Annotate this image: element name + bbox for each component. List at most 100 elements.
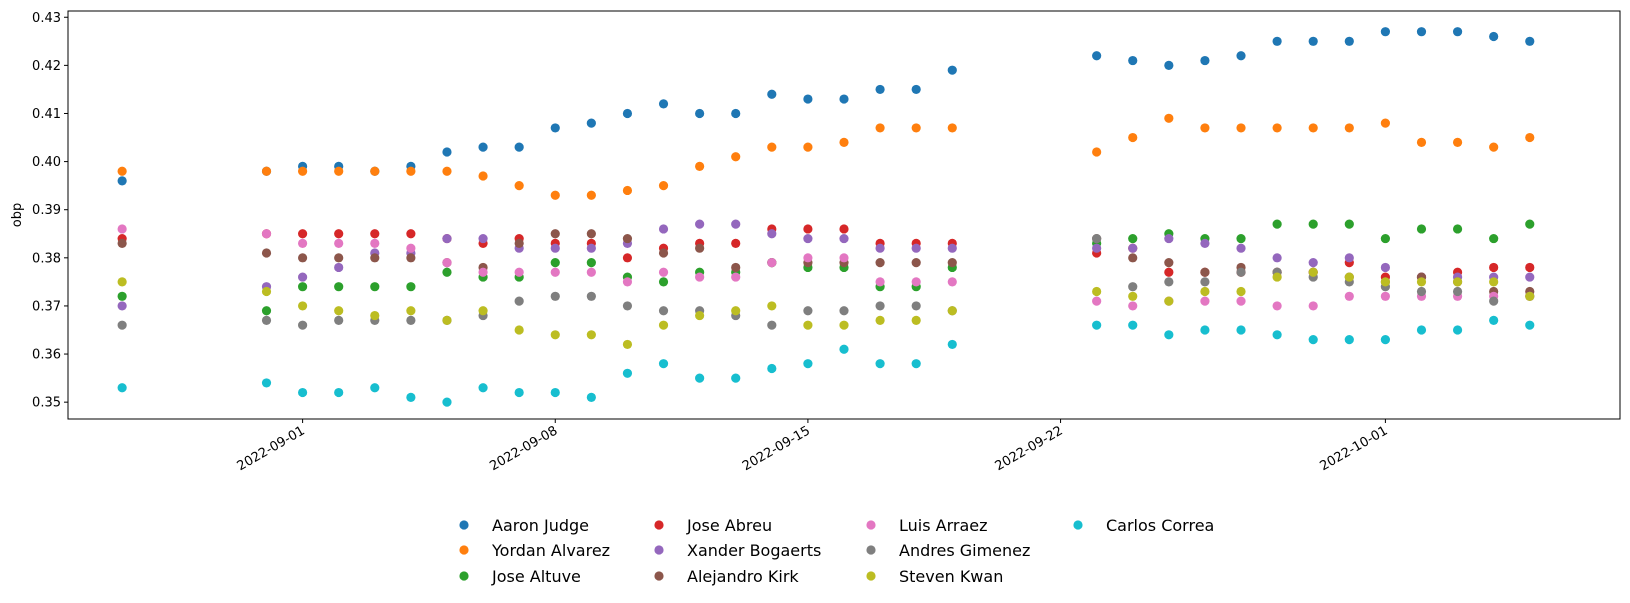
data-point [1128, 55, 1138, 66]
data-point [911, 243, 921, 253]
data-point [1128, 282, 1138, 292]
data-point [803, 142, 813, 152]
data-point [550, 229, 560, 239]
data-point [1128, 243, 1138, 253]
data-point [1452, 325, 1463, 335]
plot-frame [67, 10, 1621, 420]
data-point [442, 166, 452, 176]
data-point [1164, 60, 1174, 70]
data-point [911, 258, 921, 268]
data-point [839, 94, 849, 104]
data-point [334, 262, 344, 273]
x-tick-label: 2022-10-01 [1317, 423, 1390, 474]
data-point [803, 94, 813, 104]
data-point [442, 315, 452, 325]
data-point [370, 310, 380, 321]
data-point [406, 243, 416, 253]
data-point [442, 267, 452, 277]
data-point [1128, 301, 1138, 311]
data-point [1489, 315, 1499, 325]
data-point [622, 277, 633, 287]
data-points [117, 27, 1535, 407]
y-tick-label: 0.39 [32, 203, 61, 218]
data-point [911, 315, 921, 325]
data-point [658, 99, 669, 109]
data-point [1236, 267, 1246, 277]
data-point [1128, 233, 1138, 244]
data-point [658, 224, 669, 234]
data-point [550, 190, 560, 200]
data-point [1452, 137, 1463, 147]
data-point [1164, 113, 1174, 123]
data-point [1380, 233, 1390, 244]
data-point [550, 267, 560, 277]
data-point [947, 123, 957, 133]
data-point [731, 262, 741, 273]
data-point [1489, 142, 1499, 152]
data-point [514, 387, 524, 398]
data-point [622, 368, 633, 378]
data-point [695, 161, 705, 172]
data-point [1344, 335, 1354, 345]
legend-item: Alejandro Kirk [654, 567, 799, 586]
legend-label: Luis Arraez [899, 516, 988, 535]
data-point [1164, 296, 1174, 306]
data-point [1489, 296, 1499, 306]
data-point [622, 108, 633, 119]
data-point [514, 142, 524, 152]
data-point [586, 190, 596, 200]
data-point [1200, 123, 1210, 133]
data-point [911, 301, 921, 311]
legend-label: Andres Gimenez [899, 541, 1030, 560]
legend-label: Jose Altuve [491, 567, 581, 586]
data-point [1236, 325, 1246, 335]
data-point [1272, 301, 1282, 311]
data-point [370, 238, 380, 248]
data-point [478, 306, 488, 316]
y-tick-label: 0.42 [32, 59, 61, 74]
data-point [1380, 27, 1390, 37]
data-point [1092, 243, 1102, 253]
data-point [1092, 51, 1102, 61]
data-point [1344, 272, 1354, 282]
data-point [1236, 123, 1246, 133]
data-point [1128, 253, 1138, 263]
series-jose-altuve [117, 219, 1535, 316]
data-point [117, 238, 127, 248]
data-point [1272, 253, 1282, 263]
legend-item: Jose Altuve [459, 567, 581, 586]
series-xander-bogaerts [117, 219, 1535, 311]
legend-marker [866, 545, 876, 555]
data-point [478, 233, 488, 244]
data-point [298, 253, 308, 263]
data-point [875, 84, 885, 95]
data-point [731, 306, 741, 316]
data-point [1308, 267, 1318, 277]
data-point [875, 277, 885, 287]
data-point [406, 166, 416, 176]
data-point [1452, 27, 1463, 37]
data-point [803, 359, 813, 369]
data-point [586, 243, 596, 253]
data-point [1236, 296, 1246, 306]
legend-item: Carlos Correa [1073, 516, 1214, 535]
data-point [1092, 233, 1102, 244]
data-point [1452, 286, 1463, 297]
y-axis-ticks: 0.35 0.36 0.37 0.38 0.39 0.40 0.41 0.42 0.43 [32, 11, 68, 411]
data-point [298, 166, 308, 176]
data-point [947, 277, 957, 287]
legend-label: Alejandro Kirk [687, 567, 799, 586]
series-jose-abreu [117, 224, 1535, 282]
data-point [1236, 233, 1246, 244]
data-point [550, 123, 560, 133]
data-point [586, 330, 596, 340]
data-point [1236, 286, 1246, 297]
data-point [406, 282, 416, 292]
data-point [117, 383, 127, 393]
data-point [1416, 137, 1427, 147]
data-point [478, 383, 488, 393]
data-point [839, 253, 849, 263]
data-point [550, 291, 560, 301]
data-point [803, 306, 813, 316]
data-point [586, 392, 596, 402]
